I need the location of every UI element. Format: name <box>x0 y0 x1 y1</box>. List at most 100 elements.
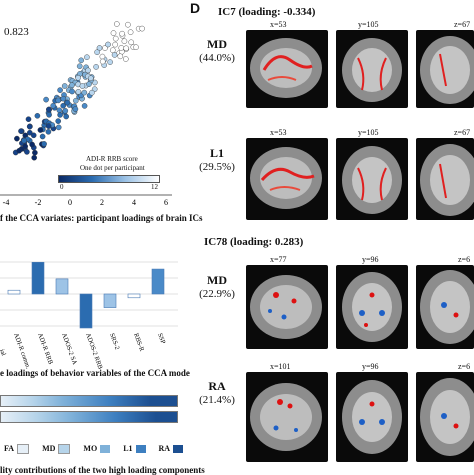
scatter-point <box>46 112 52 118</box>
colorbar-max: 12 <box>151 183 158 191</box>
scatter-caption: f the CCA variates: participant loadings… <box>0 213 203 223</box>
scatter-point <box>76 63 83 69</box>
scatter-point <box>81 89 88 96</box>
legend-mo: MO <box>83 444 113 454</box>
scatter-point <box>119 30 125 37</box>
ic7-row1-label: MD (44.0%) <box>199 37 235 65</box>
ic7-row1-coord-y: y=105 <box>358 20 379 29</box>
ic7-row2-label: L1 (29.5%) <box>199 146 235 174</box>
scatter-point <box>31 154 38 161</box>
scatter-plot: -4 -2 0 2 4 6 <box>0 21 172 205</box>
bar-category-label: SRS-2 <box>108 332 120 350</box>
ic78-row2-coord-x: x=101 <box>270 362 291 371</box>
bar-category-label: ADOS-2 RRB <box>84 332 104 370</box>
ic78-row1-coord-y: y=96 <box>362 255 379 264</box>
bar <box>55 278 69 295</box>
scatter-point <box>111 52 118 58</box>
scatter-point <box>22 143 29 150</box>
scatter-point <box>99 53 106 60</box>
scatter-point <box>96 45 103 51</box>
scatter-point <box>55 97 62 104</box>
ic78-row2-coord-y: y=96 <box>362 362 379 371</box>
scatter-point <box>75 75 81 81</box>
scatter-point <box>24 149 30 155</box>
scatter-point <box>60 102 67 109</box>
scatter-point <box>121 38 128 45</box>
scatter-point <box>30 132 37 139</box>
scatter-point <box>84 54 90 61</box>
colorbar-subtitle: One dot per participant <box>80 164 145 172</box>
bar-category-label: ADOS-2 SA <box>60 332 78 366</box>
ic7-row2-coord-x: x=53 <box>270 128 287 137</box>
bar <box>151 268 165 295</box>
stacked-bar-ic7 <box>0 395 178 407</box>
scatter-point <box>118 45 125 51</box>
scatter-point <box>45 123 52 129</box>
scatter-point <box>69 88 75 95</box>
ic7-row2-axial <box>416 138 474 220</box>
bar-category-label: RBS-R <box>132 332 145 353</box>
ic78-row2-coord-z: z=6 <box>458 362 471 371</box>
scatter-point <box>73 97 79 104</box>
scatter-point <box>41 141 47 147</box>
x-tick-label: 2 <box>100 198 104 205</box>
scatter-point <box>46 106 52 113</box>
ic78-row1-axial <box>416 265 474 349</box>
ic7-row2-coord-y: y=105 <box>358 128 379 137</box>
scatter-point <box>99 58 106 65</box>
stacked-caption: lity contributions of the two high loadi… <box>0 465 205 475</box>
scatter-point <box>117 53 124 60</box>
ic78-row2-sagittal <box>246 372 328 462</box>
colorbar <box>58 175 160 183</box>
ic7-row2-coronal <box>336 138 408 220</box>
ic78-row2-coronal <box>336 372 408 462</box>
scatter-point <box>32 149 38 156</box>
scatter-point <box>110 47 116 54</box>
x-tick-label: 0 <box>68 198 72 205</box>
scatter-point <box>62 108 69 114</box>
x-tick-label: 4 <box>132 198 136 205</box>
ic78-row2-axial <box>416 372 474 462</box>
scatter-panel: 0.823 -4 -2 0 2 4 6 ADI-R RRB score One dot p… <box>0 0 180 210</box>
x-tick-label: -2 <box>35 198 42 205</box>
ic78-title: IC78 (loading: 0.283) <box>204 236 304 248</box>
bar <box>31 261 45 295</box>
ic7-row1-coord-x: x=53 <box>270 20 287 29</box>
bar-chart-svg: ADI-R comm. ADI-R RRB ADOS-2 SA ADOS-2 RRB S… <box>0 261 178 371</box>
scatter-point <box>43 96 49 103</box>
scatter-point <box>123 45 129 52</box>
scatter-point <box>78 57 84 64</box>
behavior-loadings-chart: ADI-R comm. ADI-R RRB ADOS-2 SA ADOS-2 RRB S… <box>0 250 180 371</box>
ic78-row1-coord-x: x=77 <box>270 255 287 264</box>
scatter-point <box>112 41 118 48</box>
scatter-point <box>55 124 62 131</box>
scatter-point <box>107 59 113 65</box>
colorbar-title: ADI-R RRB score <box>86 155 138 163</box>
ic7-row2-sagittal <box>246 138 328 220</box>
scatter-point <box>127 29 134 36</box>
ic7-row2-coord-z: z=67 <box>454 128 471 137</box>
scatter-point <box>112 35 119 42</box>
scatter-point <box>34 113 41 119</box>
scatter-point <box>128 39 134 46</box>
bar <box>127 293 141 299</box>
modality-contributions: FA MD MO L1 RA <box>0 385 184 474</box>
legend-ra: RA <box>159 444 187 454</box>
scatter-point <box>88 75 94 81</box>
legend-l1: L1 <box>123 444 148 454</box>
stacked-bar-ic78 <box>0 411 178 423</box>
scatter-point <box>56 107 63 114</box>
scatter-point <box>125 21 131 28</box>
scatter-point <box>110 30 117 36</box>
scatter-point <box>85 67 91 74</box>
scatter-point <box>14 135 20 142</box>
scatter-point <box>16 147 23 154</box>
bar-category-label: ADI-R comm. <box>12 332 32 370</box>
scatter-point <box>55 118 62 124</box>
scatter-point <box>39 133 46 140</box>
scatter-point <box>26 123 33 130</box>
scatter-point <box>50 102 57 109</box>
scatter-point <box>25 116 32 122</box>
scatter-point <box>94 49 100 56</box>
scatter-point <box>93 64 99 70</box>
